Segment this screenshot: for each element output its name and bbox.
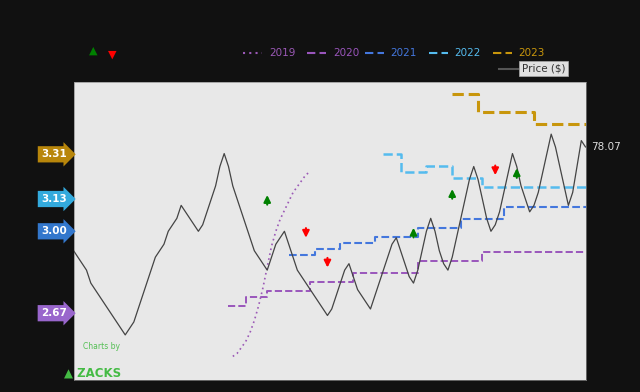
Text: Price ($): Price ($) <box>522 64 565 74</box>
Text: ▲: ▲ <box>88 46 97 56</box>
Text: 2023: 2023 <box>518 48 545 58</box>
Text: 2022: 2022 <box>454 48 481 58</box>
Text: ▲ ZACKS: ▲ ZACKS <box>64 366 121 379</box>
Text: Charts by: Charts by <box>83 342 120 351</box>
Text: 3.13: 3.13 <box>41 194 67 204</box>
Text: 2019: 2019 <box>269 48 295 58</box>
Text: ▼: ▼ <box>108 50 116 60</box>
Text: 2020: 2020 <box>333 48 359 58</box>
Text: 3.31: 3.31 <box>41 149 67 159</box>
Text: 78.07: 78.07 <box>591 142 621 152</box>
Text: 3.00: 3.00 <box>41 226 67 236</box>
Text: 2021: 2021 <box>390 48 417 58</box>
Text: 2.67: 2.67 <box>41 308 67 318</box>
